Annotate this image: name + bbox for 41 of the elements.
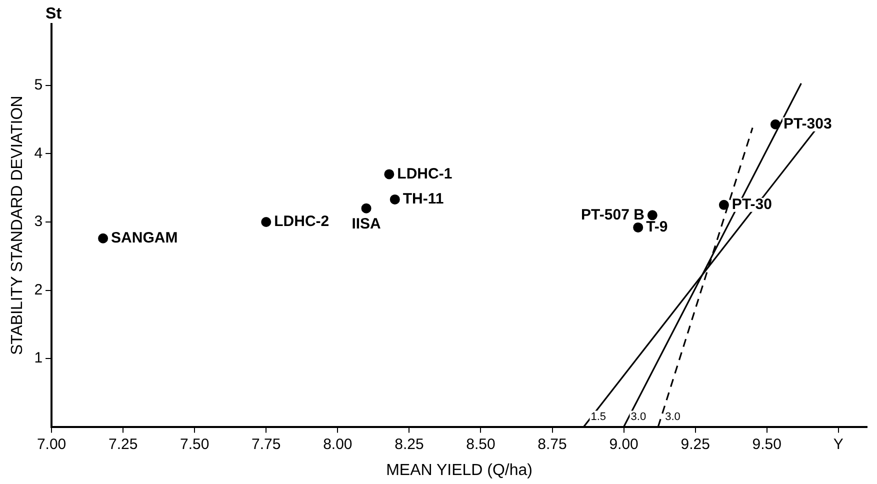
series-label: SANGAM <box>111 230 178 247</box>
point <box>647 210 658 220</box>
x-tick-label: 9.50 <box>752 436 782 453</box>
series-label: PT-303 <box>783 116 832 132</box>
x-tick-label: 8.25 <box>394 436 424 453</box>
y-tick-label: 2 <box>34 281 43 298</box>
series-label: PT-507 B <box>581 206 645 224</box>
point <box>98 233 108 244</box>
annotation: 3.0 <box>665 410 680 423</box>
series-label: IISA <box>352 215 382 232</box>
annotation: 3.0 <box>630 410 646 423</box>
x-tick-label: 7.50 <box>180 436 210 453</box>
x-tick-label: 8.50 <box>466 436 496 453</box>
y-tick-label: 1 <box>34 350 43 367</box>
series-label: T-9 <box>646 218 668 236</box>
text: St <box>46 5 62 22</box>
x-tick-label: 8.75 <box>538 436 567 453</box>
series-label: TH-11 <box>402 190 444 208</box>
point <box>384 169 394 180</box>
point <box>770 119 780 130</box>
x-tick-label: 9.00 <box>609 436 638 453</box>
y-tick-label: 4 <box>34 144 43 162</box>
point <box>361 203 372 214</box>
series-label: LDHC-2 <box>274 213 330 230</box>
point <box>261 216 272 227</box>
y-axis-title: STABILITY STANDARD DEVIATION <box>9 96 26 356</box>
x-axis-title: MEAN YIELD (Q/ha) <box>386 462 532 479</box>
x-tick-label: 7.25 <box>108 436 138 453</box>
annotation: 1.5 <box>590 410 606 423</box>
x-tick-label: Y <box>833 436 844 453</box>
x-tick-label: 7.75 <box>252 436 281 453</box>
x-tick-label: 7.00 <box>36 436 66 453</box>
point <box>633 222 644 232</box>
series-label: PT-30 <box>732 196 772 214</box>
point <box>718 200 729 210</box>
point <box>390 194 400 204</box>
series-label: LDHC-1 <box>397 165 452 182</box>
y-tick-label: 5 <box>34 76 43 94</box>
x-tick-label: 8.00 <box>323 436 352 453</box>
x-tick-label: 9.25 <box>680 436 710 453</box>
y-tick-label: 3 <box>34 213 43 230</box>
